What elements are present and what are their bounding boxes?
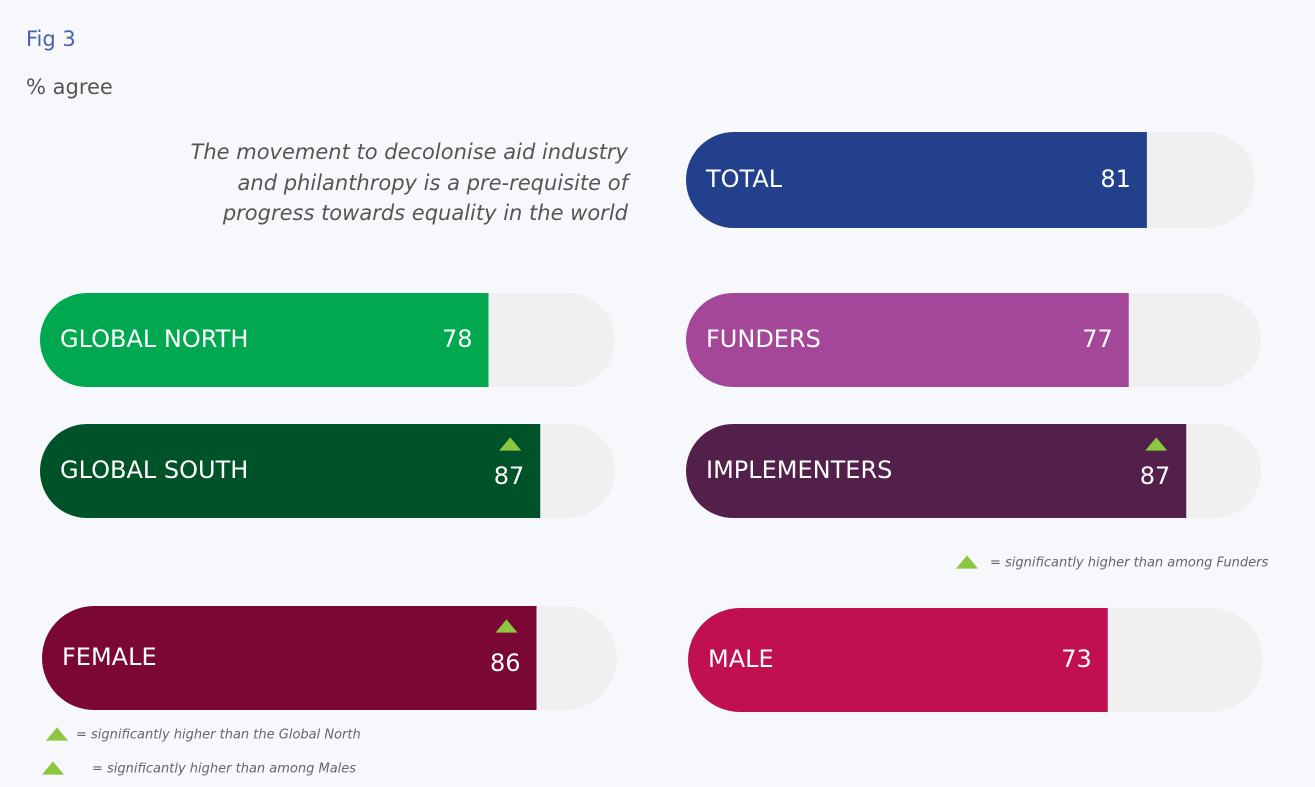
bar bbox=[686, 424, 1187, 518]
bar-label: TOTAL bbox=[705, 165, 783, 193]
bar bbox=[688, 608, 1108, 712]
bar-label: FEMALE bbox=[62, 643, 157, 671]
bar bbox=[40, 293, 489, 387]
bar-label: GLOBAL SOUTH bbox=[60, 456, 248, 484]
value-label: 77 bbox=[1082, 325, 1113, 353]
significance-marker bbox=[499, 437, 522, 451]
bar bbox=[40, 424, 541, 518]
legend-marker bbox=[42, 761, 64, 775]
legend-note: = significantly higher than among Funder… bbox=[990, 556, 1269, 571]
legend-marker bbox=[956, 555, 978, 569]
statement-line: progress towards equality in the world bbox=[222, 201, 629, 225]
significance-marker bbox=[495, 619, 518, 633]
bar-label: GLOBAL NORTH bbox=[60, 325, 248, 353]
significance-marker bbox=[1145, 437, 1168, 451]
value-label: 78 bbox=[442, 325, 473, 353]
bar-label: MALE bbox=[708, 645, 774, 673]
legend-marker bbox=[46, 727, 68, 741]
value-label: 86 bbox=[490, 649, 521, 677]
bar bbox=[42, 606, 537, 710]
bar bbox=[686, 132, 1147, 228]
bar-label: FUNDERS bbox=[706, 325, 821, 353]
bar bbox=[686, 293, 1129, 387]
value-label: 81 bbox=[1100, 165, 1131, 193]
statement-line: The movement to decolonise aid industry bbox=[191, 140, 629, 164]
value-label: 87 bbox=[494, 462, 525, 490]
legend-note: = significantly higher than among Males bbox=[92, 762, 356, 777]
bar-label: IMPLEMENTERS bbox=[706, 456, 892, 484]
value-label: 87 bbox=[1140, 462, 1171, 490]
statement-line: and philanthropy is a pre-requisite of bbox=[238, 171, 632, 195]
subtitle: % agree bbox=[26, 75, 113, 99]
chart-title: Fig 3 bbox=[26, 27, 76, 51]
value-label: 73 bbox=[1061, 645, 1092, 673]
legend-note: = significantly higher than the Global N… bbox=[76, 728, 361, 743]
